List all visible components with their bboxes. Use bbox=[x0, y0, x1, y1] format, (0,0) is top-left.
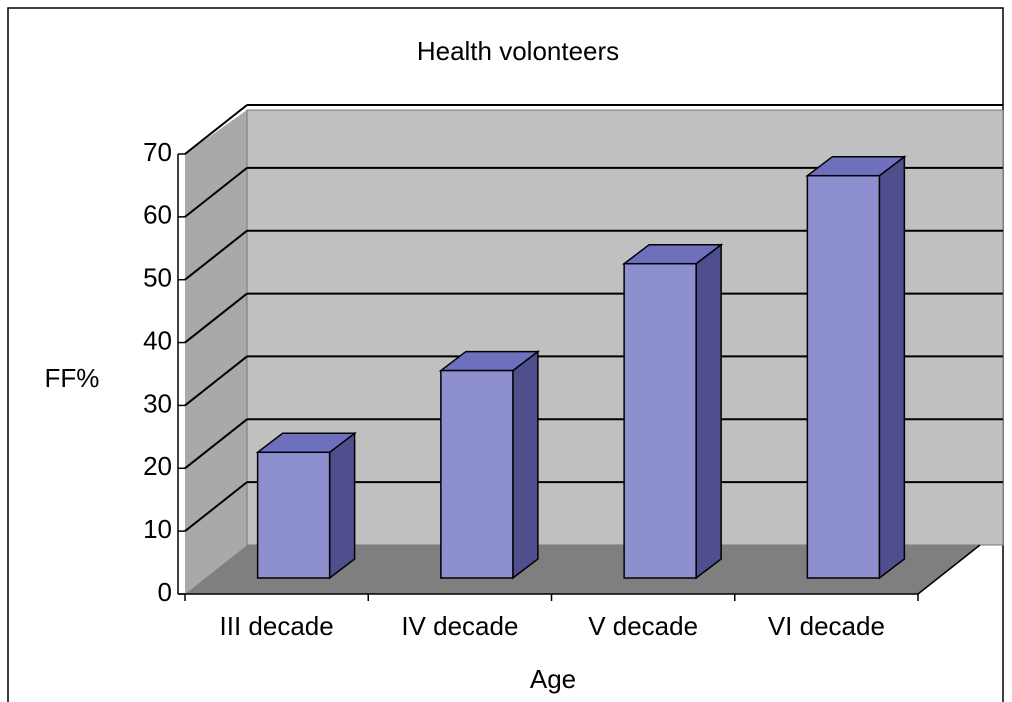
grid-line bbox=[184, 481, 248, 532]
bar bbox=[806, 174, 881, 579]
side-wall bbox=[185, 110, 247, 594]
y-tick-label: 30 bbox=[143, 388, 172, 418]
x-tick-label: IV decade bbox=[401, 611, 518, 641]
y-tick-label: 70 bbox=[143, 137, 172, 167]
bar-side bbox=[328, 431, 356, 580]
chart-title: Health volonteers bbox=[417, 36, 619, 66]
x-tick-label: III decade bbox=[220, 611, 334, 641]
y-tick-label: 50 bbox=[143, 263, 172, 293]
bar-side bbox=[512, 350, 539, 580]
bar-side bbox=[695, 243, 722, 580]
y-axis-label: FF% bbox=[45, 363, 100, 393]
bar-side bbox=[878, 155, 906, 580]
bar bbox=[623, 262, 697, 579]
y-tick-label: 40 bbox=[143, 325, 172, 355]
x-axis-label: Age bbox=[530, 664, 576, 694]
floor-edge bbox=[917, 544, 981, 595]
y-tick-label: 0 bbox=[158, 577, 172, 607]
x-tick-label: V decade bbox=[588, 611, 698, 641]
grid-line bbox=[184, 167, 248, 218]
grid-line bbox=[184, 418, 248, 470]
y-tick-label: 20 bbox=[143, 451, 172, 481]
grid-line bbox=[184, 104, 248, 155]
floor bbox=[185, 545, 980, 594]
grid-line bbox=[184, 229, 248, 281]
y-tick-label: 10 bbox=[143, 514, 172, 544]
grid-line bbox=[184, 292, 248, 344]
grid-line bbox=[184, 355, 248, 407]
y-tick-label: 60 bbox=[143, 200, 172, 230]
x-tick-label: VI decade bbox=[768, 611, 885, 641]
bar bbox=[256, 451, 331, 579]
bar bbox=[440, 369, 514, 579]
